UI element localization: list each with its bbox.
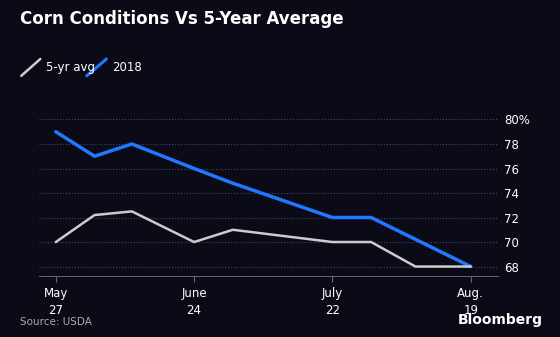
Text: Bloomberg: Bloomberg	[458, 313, 543, 327]
Text: Source: USDA: Source: USDA	[20, 317, 91, 327]
Text: Corn Conditions Vs 5-Year Average: Corn Conditions Vs 5-Year Average	[20, 10, 343, 28]
Text: 5-yr avg: 5-yr avg	[46, 61, 95, 74]
Text: 2018: 2018	[112, 61, 142, 74]
